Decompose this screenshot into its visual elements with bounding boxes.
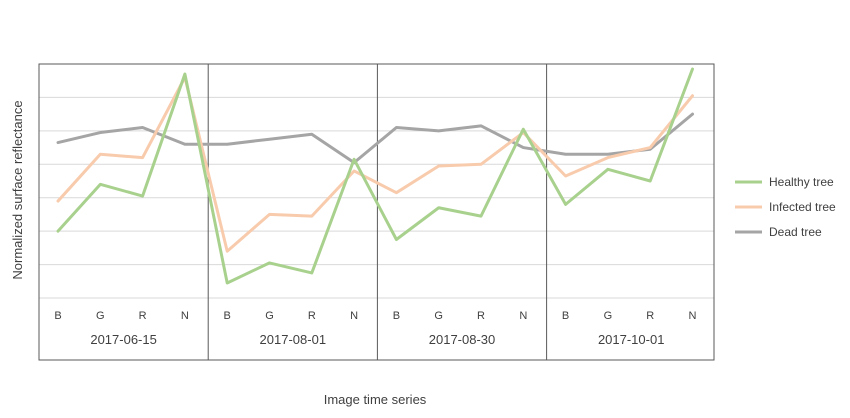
series-lines bbox=[56, 67, 694, 285]
band-tick-label: R bbox=[139, 310, 147, 322]
legend: Healthy tree Infected tree Dead tree bbox=[735, 175, 836, 239]
x-axis-title: Image time series bbox=[324, 392, 427, 407]
band-tick-label: B bbox=[224, 310, 231, 322]
date-group-label: 2017-06-15 bbox=[90, 332, 157, 347]
series-line-healthy-tree bbox=[56, 67, 694, 285]
legend-label-healthy-tree: Healthy tree bbox=[769, 175, 834, 189]
band-tick-label: B bbox=[562, 310, 569, 322]
band-tick-label: R bbox=[646, 310, 654, 322]
chart-frame bbox=[38, 63, 715, 361]
band-tick-label: G bbox=[96, 310, 105, 322]
band-tick-label: B bbox=[54, 310, 61, 322]
band-tick-label: G bbox=[604, 310, 613, 322]
legend-label-infected-tree: Infected tree bbox=[769, 200, 836, 214]
date-group-label: 2017-08-30 bbox=[429, 332, 496, 347]
y-axis-title: Normalized surface reflectance bbox=[10, 100, 25, 279]
date-group-label: 2017-08-01 bbox=[260, 332, 327, 347]
band-tick-label: G bbox=[434, 310, 443, 322]
band-tick-label: R bbox=[477, 310, 485, 322]
date-group-label: 2017-10-01 bbox=[598, 332, 665, 347]
band-tick-label: N bbox=[519, 310, 527, 322]
date-group-labels: 2017-06-15 2017-08-01 2017-08-30 2017-10-01 bbox=[90, 332, 664, 347]
band-tick-label: N bbox=[350, 310, 358, 322]
band-tick-label: R bbox=[308, 310, 316, 322]
band-tick-label: G bbox=[265, 310, 274, 322]
legend-label-dead-tree: Dead tree bbox=[769, 225, 822, 239]
band-tick-label: N bbox=[181, 310, 189, 322]
plot-border bbox=[38, 63, 715, 361]
band-tick-label: B bbox=[393, 310, 400, 322]
band-tick-label: N bbox=[689, 310, 697, 322]
series-line-infected-tree bbox=[56, 75, 694, 253]
